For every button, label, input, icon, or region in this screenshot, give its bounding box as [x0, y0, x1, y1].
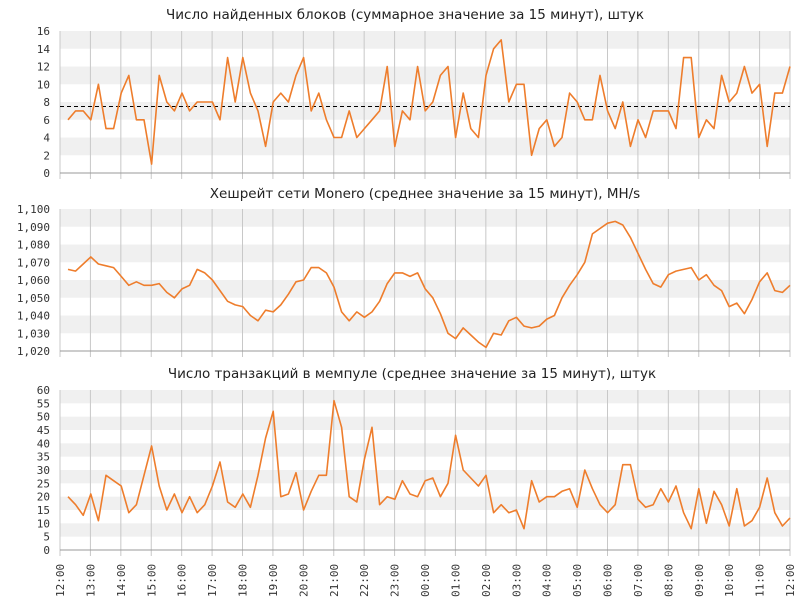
y-tick-label: 45 [37, 424, 50, 437]
y-tick-label: 25 [37, 477, 50, 490]
y-tick-label: 40 [37, 437, 50, 450]
y-tick-label: 16 [37, 25, 50, 38]
x-tick-label: 02:00 [480, 564, 493, 597]
y-tick-label: 6 [43, 114, 50, 127]
y-tick-label: 1,040 [17, 310, 50, 323]
y-tick-label: 1,080 [17, 239, 50, 252]
series-line [67, 39, 791, 165]
y-tick-label: 2 [43, 149, 50, 162]
y-tick-label: 4 [43, 132, 50, 145]
y-tick-label: 14 [37, 43, 51, 56]
blocks-found-chart: Число найденных блоков (суммарное значен… [37, 7, 791, 180]
y-tick-label: 50 [37, 411, 50, 424]
x-tick-label: 03:00 [510, 564, 523, 597]
x-tick-label: 23:00 [389, 564, 402, 597]
y-tick-label: 20 [37, 491, 50, 504]
x-tick-label: 08:00 [662, 564, 675, 597]
x-tick-label: 12:00 [54, 564, 67, 597]
x-tick-label: 11:00 [754, 564, 767, 597]
x-tick-label: 18:00 [237, 564, 250, 597]
chart-title: Число найденных блоков (суммарное значен… [166, 7, 644, 23]
x-tick-label: 10:00 [723, 564, 736, 597]
y-tick-label: 1,030 [17, 327, 50, 340]
x-tick-label: 07:00 [632, 564, 645, 597]
x-tick-label: 04:00 [541, 564, 554, 597]
x-tick-label: 05:00 [571, 564, 584, 597]
x-tick-label: 22:00 [358, 564, 371, 597]
plot-background [59, 209, 791, 357]
y-tick-label: 1,050 [17, 292, 50, 305]
x-tick-label: 14:00 [115, 564, 128, 597]
mempool-transactions-chart: Число транзакций в мемпуле (среднее знач… [37, 366, 791, 557]
y-tick-label: 0 [43, 544, 50, 557]
x-tick-label: 17:00 [206, 564, 219, 597]
y-tick-label: 55 [37, 397, 50, 410]
y-tick-label: 1,090 [17, 221, 50, 234]
y-tick-label: 10 [37, 78, 50, 91]
x-tick-label: 19:00 [267, 564, 280, 597]
x-tick-label: 12:00 [784, 564, 797, 597]
y-tick-label: 35 [37, 451, 50, 464]
y-tick-label: 1,060 [17, 274, 50, 287]
plot-background [59, 390, 791, 556]
x-tick-label: 00:00 [419, 564, 432, 597]
x-tick-label: 20:00 [297, 564, 310, 597]
y-tick-label: 12 [37, 61, 50, 74]
time-axis: 12:00 13:00 14:00 15:00 16:00 17:00 18:00 19:00… [54, 564, 797, 597]
chart-title: Число транзакций в мемпуле (среднее знач… [168, 366, 656, 382]
x-tick-label: 01:00 [449, 564, 462, 597]
y-tick-label: 5 [43, 531, 50, 544]
x-tick-label: 09:00 [693, 564, 706, 597]
y-tick-label: 10 [37, 517, 50, 530]
x-tick-label: 21:00 [328, 564, 341, 597]
y-tick-label: 60 [37, 384, 50, 397]
chart-title: Хешрейт сети Monero (среднее значение за… [210, 186, 640, 202]
x-tick-label: 13:00 [84, 564, 97, 597]
hashrate-chart: Хешрейт сети Monero (среднее значение за… [17, 186, 791, 358]
y-tick-label: 1,070 [17, 256, 50, 269]
series-line [67, 220, 791, 349]
y-tick-label: 1,100 [17, 203, 50, 216]
y-tick-label: 30 [37, 464, 50, 477]
x-tick-label: 16:00 [176, 564, 189, 597]
y-tick-label: 15 [37, 504, 50, 517]
series-line [67, 399, 791, 530]
x-tick-label: 15:00 [145, 564, 158, 597]
y-tick-label: 8 [43, 96, 50, 109]
x-tick-label: 06:00 [602, 564, 615, 597]
y-tick-label: 1,020 [17, 345, 50, 358]
y-tick-label: 0 [43, 167, 50, 180]
